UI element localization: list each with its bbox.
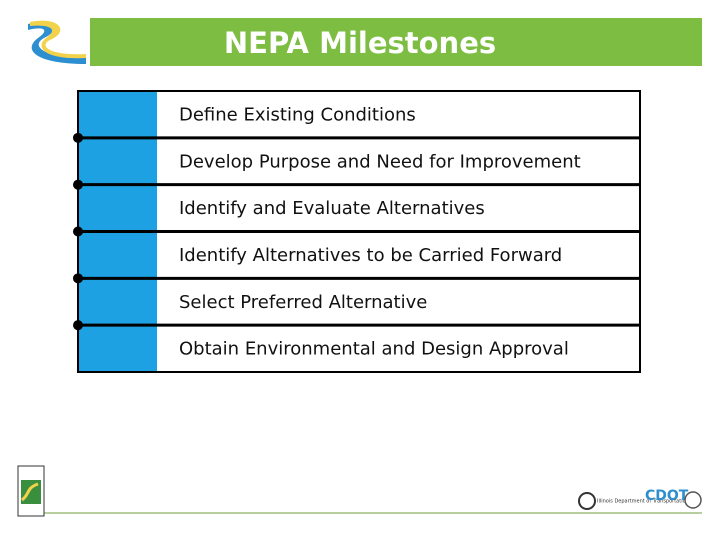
divider-dot: [73, 226, 83, 237]
idot-text: Illinois Department of Transportation: [597, 499, 689, 505]
divider-dot: [73, 320, 83, 331]
footer-logo-middle: Illinois Department of Transportation: [578, 492, 689, 510]
divider-dot: [73, 273, 83, 284]
header-bar: [18, 18, 702, 66]
slide-title: NEPA Milestones: [224, 26, 496, 60]
footer-logo-right: CDOT: [645, 488, 702, 509]
cdot-text: CDOT: [645, 488, 689, 504]
footer-logo-left: [17, 465, 45, 517]
milestone-text: Identify and Evaluate Alternatives: [179, 198, 485, 219]
milestone-text: Obtain Environmental and Design Approval: [179, 339, 569, 360]
milestone-text: Develop Purpose and Need for Improvement: [179, 151, 581, 172]
header-logo: [18, 18, 90, 66]
divider-dot: [73, 179, 83, 190]
milestone-text: Identify Alternatives to be Carried Forw…: [179, 245, 562, 266]
milestone-text: Define Existing Conditions: [179, 104, 416, 125]
divider-dot: [73, 132, 83, 143]
milestone-table: Define Existing Conditions Develop Purpos…: [73, 90, 641, 373]
milestone-text: Select Preferred Alternative: [179, 292, 427, 313]
